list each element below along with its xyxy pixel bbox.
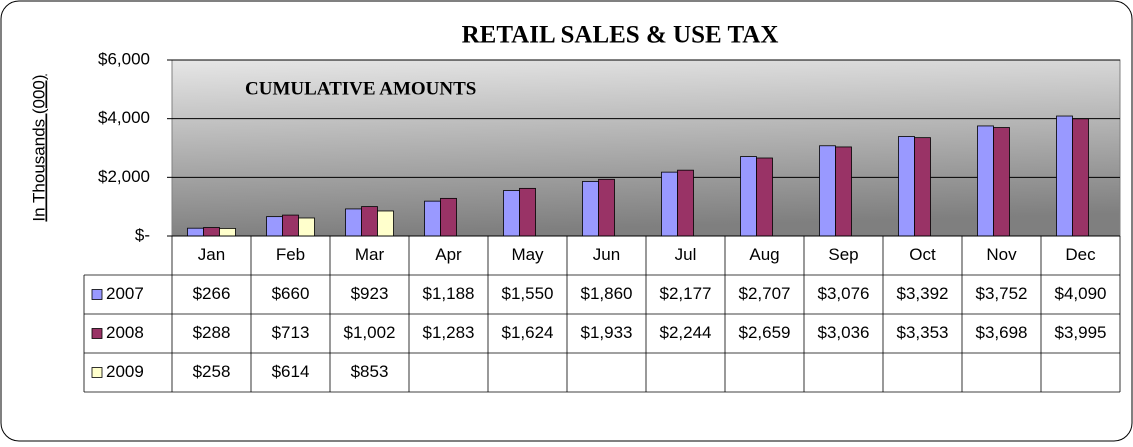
- bar: [756, 157, 773, 237]
- table-cell: $660: [272, 284, 310, 303]
- y-tick-label: $6,000: [98, 49, 150, 68]
- bar: [661, 171, 678, 237]
- y-tick-label: $2,000: [98, 167, 150, 186]
- bar: [914, 137, 931, 237]
- table-cell: $266: [193, 284, 231, 303]
- table-cell: $1,860: [581, 284, 633, 303]
- subtitle: CUMULATIVE AMOUNTS: [245, 78, 476, 99]
- table-cell: $3,076: [818, 284, 870, 303]
- bar: [993, 127, 1010, 237]
- bar: [1056, 115, 1073, 237]
- table-cell: $3,036: [818, 323, 870, 342]
- table-cell: $1,188: [423, 284, 475, 303]
- x-tick-label: Mar: [355, 245, 385, 264]
- bar: [677, 169, 694, 237]
- bar: [361, 206, 378, 237]
- bar: [440, 197, 457, 237]
- bar: [582, 181, 599, 237]
- x-tick-label: Jun: [593, 245, 620, 264]
- bar: [219, 228, 236, 237]
- bar: [740, 156, 757, 237]
- table-cell: $923: [351, 284, 389, 303]
- table-cell: $1,002: [344, 323, 396, 342]
- table-cell: $2,177: [660, 284, 712, 303]
- bar: [266, 216, 283, 237]
- table-cell: $1,624: [502, 323, 554, 342]
- bar: [598, 178, 615, 237]
- bar: [424, 200, 441, 237]
- table-cell: $3,353: [897, 323, 949, 342]
- bar: [282, 214, 299, 237]
- table-cell: $288: [193, 323, 231, 342]
- table-cell: $3,698: [976, 323, 1028, 342]
- x-tick-label: Apr: [435, 245, 462, 264]
- table-cell: $3,392: [897, 284, 949, 303]
- legend-label: 2009: [106, 362, 144, 381]
- table-cell: $2,244: [660, 323, 712, 342]
- x-tick-label: Jul: [675, 245, 697, 264]
- bar: [187, 227, 204, 237]
- bar: [298, 217, 315, 237]
- bar: [1072, 118, 1089, 237]
- bar: [519, 187, 536, 237]
- table-cell: $1,283: [423, 323, 475, 342]
- legend-swatch: [91, 367, 103, 378]
- bar: [977, 125, 994, 237]
- x-tick-label: Oct: [909, 245, 936, 264]
- y-tick-label: $4,000: [98, 108, 150, 127]
- table-cell: $1,933: [581, 323, 633, 342]
- table-cell: $3,995: [1055, 323, 1107, 342]
- plot-area: [171, 59, 1121, 237]
- y-axis-label: In Thousands (000): [29, 74, 48, 221]
- x-tick-label: Aug: [749, 245, 779, 264]
- table-cell: $3,752: [976, 284, 1028, 303]
- table-cell: $258: [193, 362, 231, 381]
- x-tick-label: Sep: [828, 245, 858, 264]
- bar: [345, 208, 362, 237]
- bar: [203, 227, 220, 237]
- table-cell: $1,550: [502, 284, 554, 303]
- table-cell: $713: [272, 323, 310, 342]
- legend-swatch: [91, 328, 103, 339]
- legend-label: 2007: [106, 284, 144, 303]
- x-tick-label: Nov: [986, 245, 1017, 264]
- bar: [819, 145, 836, 237]
- y-tick-label: $-: [135, 225, 150, 244]
- legend-swatch: [91, 289, 103, 300]
- x-tick-label: May: [511, 245, 544, 264]
- table-cell: $2,659: [739, 323, 791, 342]
- x-tick-label: Jan: [198, 245, 225, 264]
- bar: [898, 136, 915, 237]
- chart-title: RETAIL SALES & USE TAX: [462, 22, 779, 49]
- table-cell: $4,090: [1055, 284, 1107, 303]
- table-cell: $853: [351, 362, 389, 381]
- bar: [377, 210, 394, 237]
- table-cell: $2,707: [739, 284, 791, 303]
- bar: [835, 146, 852, 237]
- bar: [503, 190, 520, 237]
- table-cell: $614: [272, 362, 310, 381]
- legend-label: 2008: [106, 323, 144, 342]
- x-tick-label: Dec: [1065, 245, 1096, 264]
- x-tick-label: Feb: [276, 245, 305, 264]
